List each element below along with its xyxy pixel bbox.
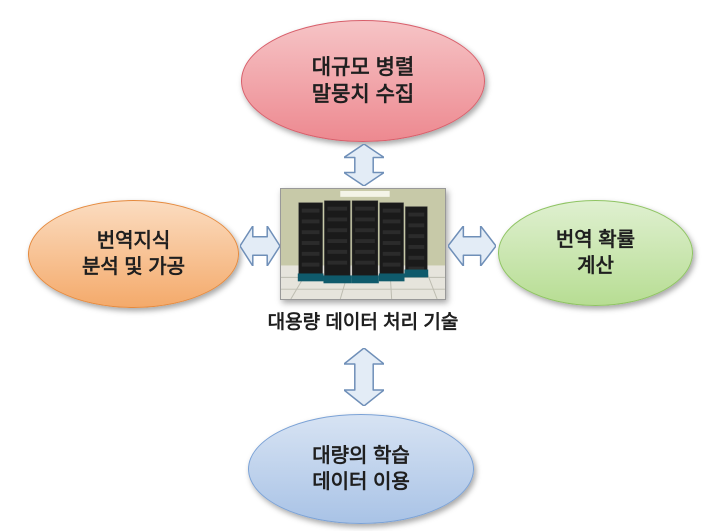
arrow-bottom-icon bbox=[344, 348, 384, 406]
node-top-line1: 대규모 병렬 bbox=[312, 54, 414, 81]
node-right-ellipse: 번역 확률 계산 bbox=[498, 200, 693, 306]
node-left-line1: 번역지식 bbox=[97, 228, 171, 254]
node-left-ellipse: 번역지식 분석 및 가공 bbox=[28, 200, 239, 308]
center-server-image bbox=[280, 188, 446, 300]
node-left-line2: 분석 및 가공 bbox=[82, 254, 185, 280]
arrow-left-icon bbox=[240, 226, 280, 266]
arrow-right-icon bbox=[448, 226, 496, 266]
node-bottom-ellipse: 대량의 학습 데이터 이용 bbox=[248, 414, 474, 524]
node-top-line2: 말뭉치 수집 bbox=[312, 81, 414, 108]
node-right-line2: 계산 bbox=[577, 253, 614, 279]
node-bottom-line2: 데이터 이용 bbox=[312, 469, 410, 495]
node-right-line1: 번역 확률 bbox=[556, 227, 635, 253]
server-room-icon bbox=[281, 189, 445, 299]
node-bottom-line1: 대량의 학습 bbox=[312, 443, 410, 469]
arrow-top-icon bbox=[344, 144, 384, 186]
center-caption: 대용량 데이터 처리 기술 bbox=[248, 307, 478, 334]
node-top-ellipse: 대규모 병렬 말뭉치 수집 bbox=[241, 20, 485, 142]
